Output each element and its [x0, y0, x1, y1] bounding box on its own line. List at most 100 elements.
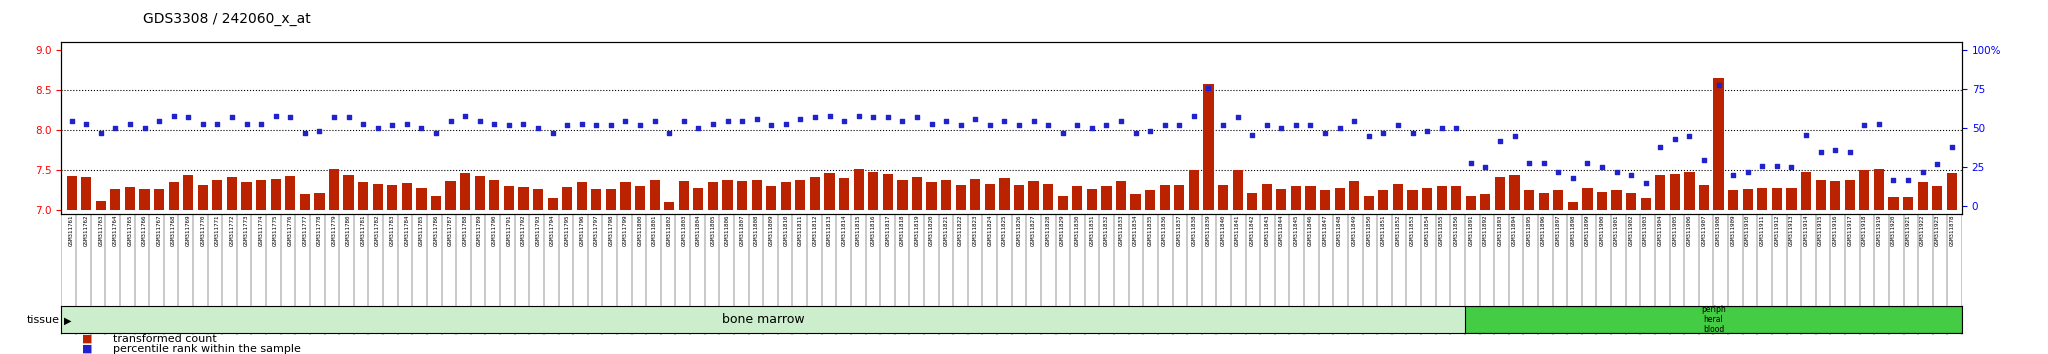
Bar [1757, 188, 1767, 210]
Point [420, 130, 453, 136]
Bar [1466, 196, 1477, 210]
Text: ▶: ▶ [63, 315, 72, 325]
Bar [1335, 188, 1346, 210]
Bar [125, 187, 135, 210]
Bar [401, 183, 412, 210]
Point [901, 115, 934, 120]
Point [1921, 161, 1954, 167]
Point [229, 121, 262, 126]
Point [1366, 130, 1399, 136]
Point [186, 121, 219, 126]
Bar [985, 184, 995, 210]
Point [377, 122, 410, 128]
Point [172, 115, 205, 120]
Point [158, 113, 190, 119]
Bar [1888, 198, 1898, 210]
Bar [1700, 185, 1710, 210]
Bar [1276, 189, 1286, 210]
Point [1235, 132, 1268, 137]
Bar [1350, 181, 1360, 210]
Bar [1014, 185, 1024, 210]
Bar [606, 189, 616, 210]
Bar [285, 176, 295, 210]
Bar [96, 201, 106, 210]
Point [1163, 122, 1196, 128]
Point [1425, 125, 1458, 131]
Point [1397, 130, 1430, 136]
Bar [926, 182, 936, 210]
Point [1266, 125, 1298, 131]
Point [1352, 133, 1384, 139]
Point [856, 115, 889, 120]
Point [887, 118, 920, 123]
Point [1614, 172, 1647, 178]
Bar [1538, 193, 1548, 210]
Point [711, 118, 743, 123]
Bar [809, 177, 819, 210]
Bar [1262, 184, 1272, 210]
Bar [1552, 190, 1563, 210]
Bar [1057, 196, 1067, 210]
Point [303, 129, 336, 134]
Bar [956, 185, 967, 210]
Bar [723, 180, 733, 210]
Point [915, 121, 948, 126]
Bar [475, 176, 485, 210]
Point [1499, 133, 1532, 139]
Bar [547, 198, 557, 210]
Bar [1714, 79, 1724, 210]
Point [1090, 122, 1122, 128]
Bar [1233, 170, 1243, 210]
Bar [139, 189, 150, 210]
Bar [854, 170, 864, 210]
Point [784, 116, 817, 122]
Point [1878, 177, 1911, 183]
Bar [1073, 186, 1083, 210]
Bar [504, 186, 514, 210]
Point [608, 118, 641, 123]
Bar [1464, 306, 1962, 333]
Bar [82, 177, 92, 210]
Point [537, 130, 569, 136]
Text: ■: ■ [82, 344, 92, 354]
Bar [1612, 190, 1622, 210]
Bar [1567, 202, 1577, 210]
Point [332, 115, 365, 120]
Point [201, 121, 233, 126]
Point [639, 118, 672, 123]
Point [1688, 157, 1720, 162]
Bar [461, 173, 471, 210]
Bar [766, 186, 776, 210]
Bar [1786, 188, 1796, 210]
Bar [897, 180, 907, 210]
Point [1645, 144, 1677, 150]
Point [1468, 165, 1501, 170]
Bar [1815, 180, 1825, 210]
Point [1862, 121, 1894, 126]
Point [1630, 180, 1663, 186]
Point [1192, 85, 1225, 91]
Point [1337, 118, 1370, 123]
Point [1440, 125, 1473, 131]
Point [1790, 132, 1823, 137]
Bar [1145, 190, 1155, 210]
Bar [1800, 172, 1810, 210]
Point [1149, 122, 1182, 128]
Bar [1655, 175, 1665, 210]
Point [1528, 160, 1561, 165]
Point [1542, 169, 1575, 175]
Point [827, 118, 860, 123]
Bar [678, 181, 688, 210]
Point [1833, 149, 1866, 155]
Bar [1219, 185, 1229, 210]
Bar [1495, 177, 1505, 210]
Point [1004, 122, 1036, 128]
Bar [1364, 196, 1374, 210]
Point [1585, 165, 1618, 170]
Point [1731, 169, 1763, 175]
Point [522, 125, 555, 131]
Bar [971, 179, 981, 210]
Bar [313, 193, 324, 210]
Bar [1948, 173, 1958, 210]
Point [1599, 169, 1632, 175]
